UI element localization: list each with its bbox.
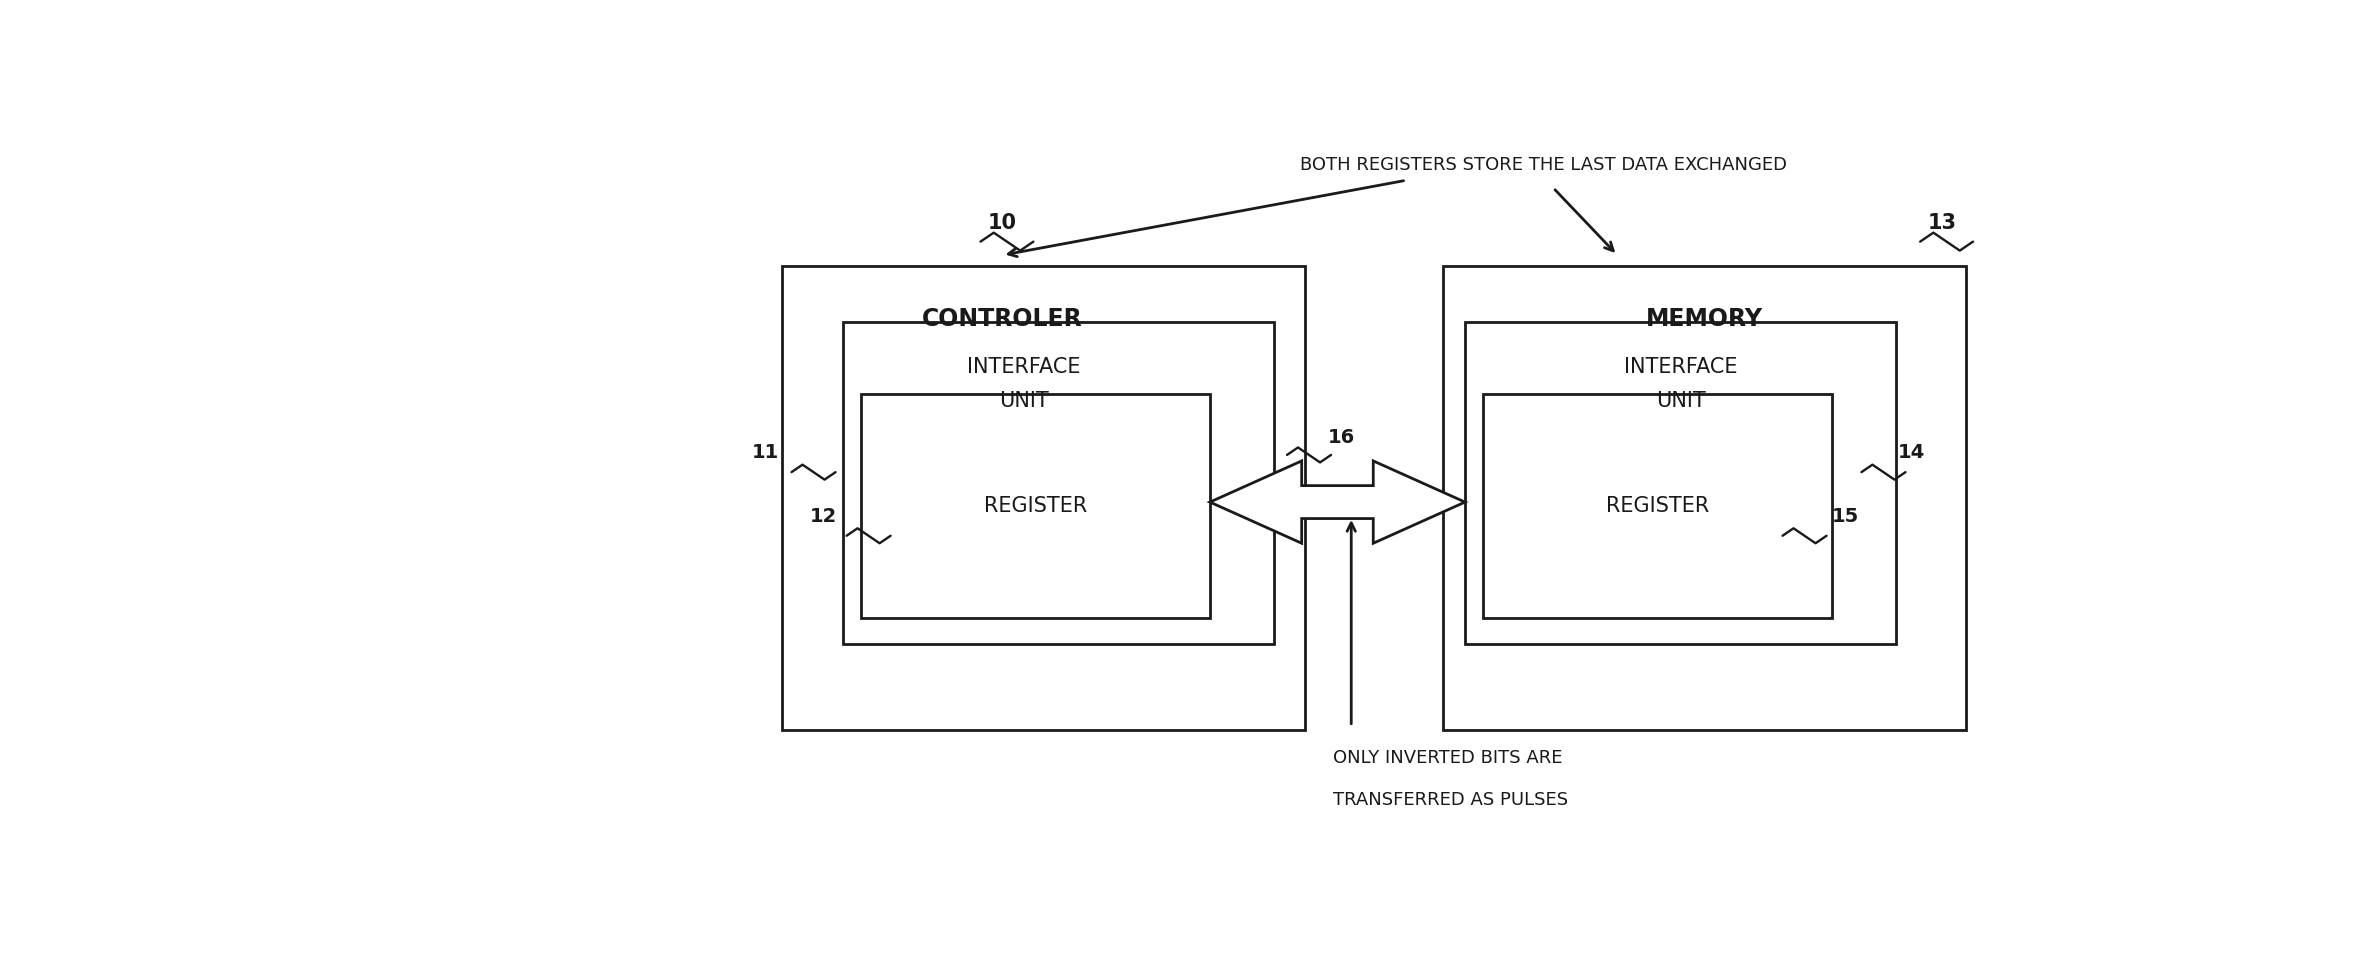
Bar — [1466, 323, 1897, 644]
Text: BOTH REGISTERS STORE THE LAST DATA EXCHANGED: BOTH REGISTERS STORE THE LAST DATA EXCHA… — [1300, 156, 1788, 174]
Text: 16: 16 — [1328, 429, 1354, 447]
Bar — [843, 323, 1274, 644]
Text: ONLY INVERTED BITS ARE: ONLY INVERTED BITS ARE — [1333, 749, 1563, 768]
Text: UNIT: UNIT — [1655, 391, 1705, 411]
Text: REGISTER: REGISTER — [1606, 496, 1710, 516]
Text: INTERFACE: INTERFACE — [966, 358, 1080, 377]
Bar — [862, 394, 1210, 618]
Polygon shape — [1210, 461, 1466, 543]
Bar — [1482, 394, 1833, 618]
Bar — [1442, 266, 1965, 730]
Text: 14: 14 — [1899, 443, 1925, 463]
Text: 15: 15 — [1833, 507, 1859, 526]
Text: MEMORY: MEMORY — [1646, 307, 1764, 330]
Bar — [781, 266, 1305, 730]
Text: 12: 12 — [810, 507, 838, 526]
Text: TRANSFERRED AS PULSES: TRANSFERRED AS PULSES — [1333, 790, 1568, 809]
Text: REGISTER: REGISTER — [985, 496, 1087, 516]
Text: 10: 10 — [987, 213, 1016, 232]
Text: 13: 13 — [1928, 213, 1956, 232]
Text: CONTROLER: CONTROLER — [921, 307, 1082, 330]
Text: INTERFACE: INTERFACE — [1624, 358, 1738, 377]
Text: UNIT: UNIT — [999, 391, 1049, 411]
Text: 11: 11 — [751, 443, 779, 463]
